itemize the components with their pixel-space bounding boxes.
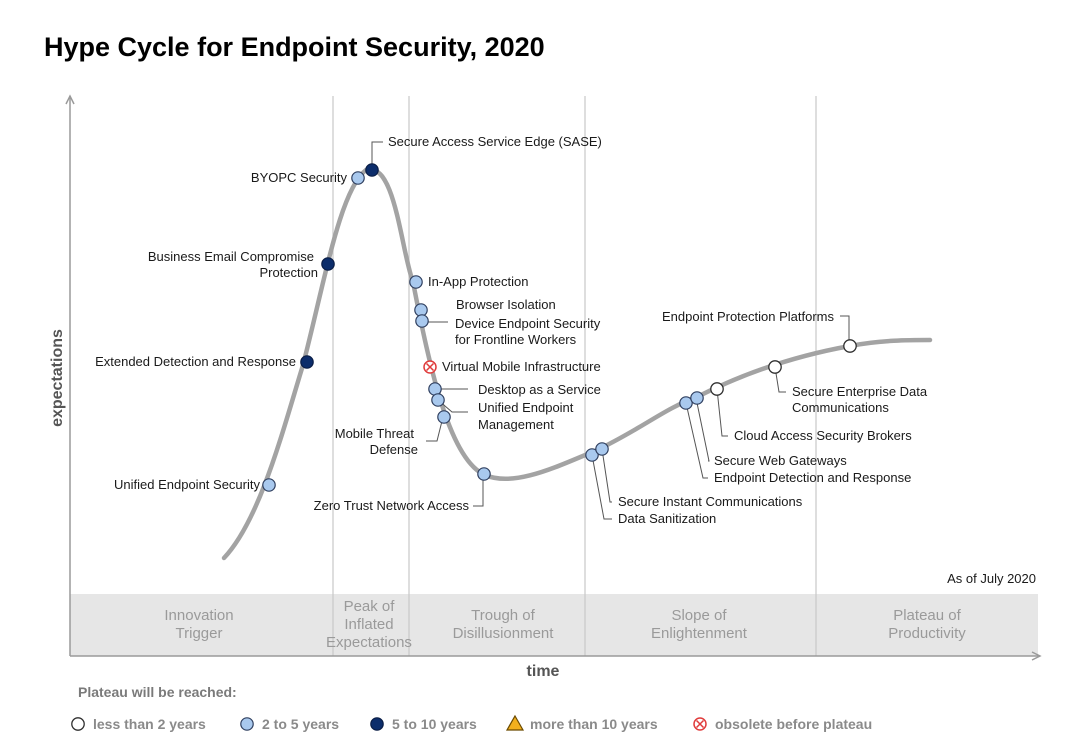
phase-label-slope: Slope of Enlightenment — [651, 607, 748, 642]
legend-item-5-to-10-years: 5 to 10 years — [370, 716, 477, 732]
marker-2-to-5-years — [409, 275, 423, 289]
legend-item-2-to-5-years: 2 to 5 years — [240, 716, 339, 732]
svg-text:2 to 5 years: 2 to 5 years — [262, 716, 339, 732]
svg-text:In-App Protection: In-App Protection — [428, 274, 528, 289]
x-axis-label: time — [527, 663, 560, 680]
marker-2-to-5-years — [415, 314, 429, 328]
svg-text:Secure Web Gateways: Secure Web Gateways — [714, 453, 847, 468]
y-axis-arrow — [65, 94, 75, 105]
as-of-date: As of July 2020 — [947, 571, 1036, 586]
tech-in-app-protection: In-App Protection — [409, 274, 528, 289]
svg-text:Data Sanitization: Data Sanitization — [618, 511, 716, 526]
svg-text:Secure Instant Communications: Secure Instant Communications — [618, 494, 803, 509]
svg-text:BYOPC Security: BYOPC Security — [251, 170, 348, 185]
marker-2-to-5-years — [437, 410, 451, 424]
hype-curve — [221, 167, 933, 561]
tech-device-endpoint-security-frontline: Device Endpoint Security for Frontline Wo… — [415, 314, 601, 347]
tech-business-email-compromise-protection: Business Email Compromise Protection — [148, 249, 335, 280]
marker-5-to-10-years — [300, 355, 314, 369]
marker-2-to-5-years — [690, 391, 704, 405]
tech-secure-instant-communications: Secure Instant Communications — [595, 442, 803, 509]
phase-band — [70, 594, 1038, 656]
legend-title: Plateau will be reached: — [78, 684, 237, 700]
marker-2-to-5-years — [595, 442, 609, 456]
svg-text:more than 10 years: more than 10 years — [530, 716, 658, 732]
marker-2-to-5-years — [477, 467, 491, 481]
tech-endpoint-protection-platforms: Endpoint Protection Platforms — [662, 309, 857, 353]
svg-text:Cloud Access Security Brokers: Cloud Access Security Brokers — [734, 428, 912, 443]
tech-unified-endpoint-security: Unified Endpoint Security — [114, 477, 276, 492]
tech-cloud-access-security-brokers: Cloud Access Security Brokers — [710, 382, 912, 443]
chart-title: Hype Cycle for Endpoint Security, 2020 — [44, 32, 545, 62]
tech-endpoint-detection-and-response: Endpoint Detection and Response — [679, 396, 911, 485]
svg-text:Secure Access Service Edge (SA: Secure Access Service Edge (SASE) — [388, 134, 602, 149]
phase-label-trough: Trough of Disillusionment — [453, 607, 555, 642]
tech-mobile-threat-defense: Mobile Threat Defense — [335, 410, 451, 457]
phase-label-plateau: Plateau of Productivity — [888, 607, 966, 642]
triangle-icon — [505, 714, 525, 731]
svg-text:Extended Detection and Respons: Extended Detection and Response — [95, 354, 296, 369]
marker-less-than-2-years — [710, 382, 724, 396]
svg-text:Zero Trust Network Access: Zero Trust Network Access — [314, 498, 470, 513]
phase-label-innovation-trigger: Innovation Trigger — [164, 607, 233, 642]
svg-text:Endpoint Detection and Respons: Endpoint Detection and Response — [714, 470, 911, 485]
tech-sase: Secure Access Service Edge (SASE) — [365, 134, 602, 177]
svg-text:Browser Isolation: Browser Isolation — [456, 297, 556, 312]
tech-unified-endpoint-management: Unified Endpoint Management — [431, 393, 574, 432]
svg-text:Virtual Mobile Infrastructure: Virtual Mobile Infrastructure — [442, 359, 601, 374]
tech-extended-detection-and-response: Extended Detection and Response — [95, 354, 314, 369]
marker-2-to-5-years — [431, 393, 445, 407]
x-axis-arrow — [1031, 651, 1042, 661]
marker-2-to-5-years — [351, 171, 365, 185]
tech-byopc-security: BYOPC Security — [251, 170, 365, 185]
svg-text:less than 2 years: less than 2 years — [93, 716, 206, 732]
legend-item-less-than-2-years: less than 2 years — [71, 716, 206, 732]
tech-browser-isolation: Browser Isolation — [414, 297, 556, 317]
phase-label-peak: Peak of Inflated Expectations — [326, 598, 412, 651]
tech-secure-web-gateways: Secure Web Gateways — [690, 391, 847, 468]
axes — [69, 96, 1040, 657]
svg-text:obsolete before plateau: obsolete before plateau — [715, 716, 872, 732]
svg-text:Desktop as a Service: Desktop as a Service — [478, 382, 601, 397]
marker-2-to-5-years — [262, 478, 276, 492]
marker-less-than-2-years — [768, 360, 782, 374]
svg-text:5 to 10 years: 5 to 10 years — [392, 716, 477, 732]
marker-5-to-10-years — [321, 257, 335, 271]
circle-icon — [370, 717, 384, 731]
phase-dividers — [332, 96, 817, 656]
marker-less-than-2-years — [843, 339, 857, 353]
marker-2-to-5-years — [585, 448, 599, 462]
legend-item-more-than-10-years: more than 10 years — [505, 714, 658, 732]
tech-desktop-as-a-service: Desktop as a Service — [428, 382, 601, 397]
circle-icon — [240, 717, 254, 731]
svg-text:Unified Endpoint Security: Unified Endpoint Security — [114, 477, 260, 492]
tech-secure-enterprise-data-communications: Secure Enterprise Data Communications — [768, 360, 928, 415]
tech-zero-trust-network-access: Zero Trust Network Access — [314, 467, 491, 513]
legend: less than 2 years 2 to 5 years 5 to 10 y… — [71, 714, 872, 732]
circle-icon — [71, 717, 85, 731]
svg-text:Endpoint Protection Platforms: Endpoint Protection Platforms — [662, 309, 834, 324]
legend-item-obsolete-before-plateau: obsolete before plateau — [693, 716, 872, 732]
marker-2-to-5-years — [679, 396, 693, 410]
y-axis-label: expectations — [49, 329, 66, 427]
tech-virtual-mobile-infrastructure: Virtual Mobile Infrastructure — [423, 359, 601, 374]
marker-5-to-10-years — [365, 163, 379, 177]
tech-data-sanitization: Data Sanitization — [585, 448, 716, 526]
